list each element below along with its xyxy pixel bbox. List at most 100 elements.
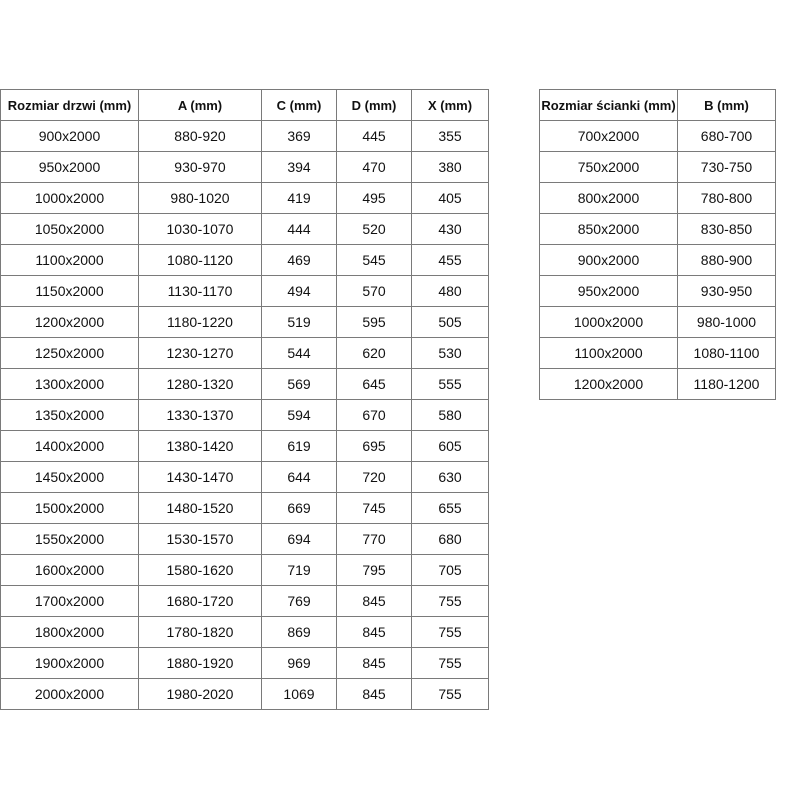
table-cell: 655 — [411, 492, 489, 524]
table-cell: 444 — [261, 213, 337, 245]
table-cell: 1500x2000 — [0, 492, 139, 524]
table-cell: 1000x2000 — [539, 306, 678, 338]
table-cell: 845 — [336, 585, 412, 617]
column-header: A (mm) — [138, 89, 262, 121]
table-cell: 545 — [336, 244, 412, 276]
table-row: 1050x2000 1030-1070 444 520 430 — [0, 213, 489, 245]
table-cell: 530 — [411, 337, 489, 369]
table-cell: 930-950 — [677, 275, 776, 307]
table-row: 1700x2000 1680-1720 769 845 755 — [0, 585, 489, 617]
table-row: 900x2000 880-900 — [539, 244, 776, 276]
table-cell: 694 — [261, 523, 337, 555]
table-cell: 1100x2000 — [539, 337, 678, 369]
table-cell: 1200x2000 — [539, 368, 678, 400]
table-cell: 1230-1270 — [138, 337, 262, 369]
table-cell: 845 — [336, 678, 412, 710]
table-cell: 430 — [411, 213, 489, 245]
table-cell: 755 — [411, 616, 489, 648]
table-cell: 1800x2000 — [0, 616, 139, 648]
table-cell: 1880-1920 — [138, 647, 262, 679]
table-cell: 1530-1570 — [138, 523, 262, 555]
table-cell: 730-750 — [677, 151, 776, 183]
table-cell: 1030-1070 — [138, 213, 262, 245]
table-row: 1250x2000 1230-1270 544 620 530 — [0, 337, 489, 369]
table-cell: 1900x2000 — [0, 647, 139, 679]
table-row: 1200x2000 1180-1220 519 595 505 — [0, 306, 489, 338]
table-cell: 1600x2000 — [0, 554, 139, 586]
table-row: 1200x2000 1180-1200 — [539, 368, 776, 400]
column-header: C (mm) — [261, 89, 337, 121]
door-sizes-table: Rozmiar drzwi (mm) A (mm) C (mm) D (mm) X (m… — [0, 89, 489, 710]
table-row: 750x2000 730-750 — [539, 151, 776, 183]
column-header: Rozmiar ścianki (mm) — [539, 89, 678, 121]
table-row: 1600x2000 1580-1620 719 795 705 — [0, 554, 489, 586]
table-cell: 630 — [411, 461, 489, 493]
table-cell: 445 — [336, 120, 412, 152]
table-cell: 795 — [336, 554, 412, 586]
table-row: 800x2000 780-800 — [539, 182, 776, 214]
table-row: 1300x2000 1280-1320 569 645 555 — [0, 368, 489, 400]
table-cell: 1180-1200 — [677, 368, 776, 400]
table-cell: 720 — [336, 461, 412, 493]
table-cell: 1200x2000 — [0, 306, 139, 338]
table-row: 700x2000 680-700 — [539, 120, 776, 152]
table-cell: 1680-1720 — [138, 585, 262, 617]
table-cell: 1550x2000 — [0, 523, 139, 555]
table-cell: 980-1000 — [677, 306, 776, 338]
table-cell: 1180-1220 — [138, 306, 262, 338]
table-row: 1150x2000 1130-1170 494 570 480 — [0, 275, 489, 307]
table-cell: 469 — [261, 244, 337, 276]
table-cell: 495 — [336, 182, 412, 214]
table-cell: 520 — [336, 213, 412, 245]
table-cell: 755 — [411, 678, 489, 710]
table-cell: 594 — [261, 399, 337, 431]
table-row: 1100x2000 1080-1120 469 545 455 — [0, 244, 489, 276]
table-cell: 1069 — [261, 678, 337, 710]
table-cell: 880-900 — [677, 244, 776, 276]
table-cell: 1350x2000 — [0, 399, 139, 431]
table-cell: 1450x2000 — [0, 461, 139, 493]
table-cell: 1100x2000 — [0, 244, 139, 276]
header-row: Rozmiar ścianki (mm) B (mm) — [539, 89, 776, 121]
table-cell: 494 — [261, 275, 337, 307]
wall-sizes-table: Rozmiar ścianki (mm) B (mm) 700x2000 680-7… — [539, 89, 776, 400]
table-cell: 695 — [336, 430, 412, 462]
column-header: D (mm) — [336, 89, 412, 121]
table-cell: 830-850 — [677, 213, 776, 245]
table-row: 1350x2000 1330-1370 594 670 580 — [0, 399, 489, 431]
table-row: 850x2000 830-850 — [539, 213, 776, 245]
table-cell: 755 — [411, 585, 489, 617]
table-cell: 769 — [261, 585, 337, 617]
table-cell: 355 — [411, 120, 489, 152]
table-cell: 800x2000 — [539, 182, 678, 214]
table-row: 950x2000 930-950 — [539, 275, 776, 307]
table-cell: 900x2000 — [0, 120, 139, 152]
table-cell: 719 — [261, 554, 337, 586]
table-cell: 780-800 — [677, 182, 776, 214]
table-cell: 544 — [261, 337, 337, 369]
table-cell: 1980-2020 — [138, 678, 262, 710]
table-cell: 1580-1620 — [138, 554, 262, 586]
table-cell: 1250x2000 — [0, 337, 139, 369]
table-cell: 950x2000 — [539, 275, 678, 307]
table-cell: 705 — [411, 554, 489, 586]
table-cell: 645 — [336, 368, 412, 400]
table-cell: 670 — [336, 399, 412, 431]
table-cell: 745 — [336, 492, 412, 524]
table-cell: 680 — [411, 523, 489, 555]
table-cell: 755 — [411, 647, 489, 679]
table-cell: 419 — [261, 182, 337, 214]
table-row: 950x2000 930-970 394 470 380 — [0, 151, 489, 183]
table-cell: 380 — [411, 151, 489, 183]
table-row: 2000x2000 1980-2020 1069 845 755 — [0, 678, 489, 710]
table-cell: 1000x2000 — [0, 182, 139, 214]
table-cell: 1780-1820 — [138, 616, 262, 648]
table-row: 1000x2000 980-1000 — [539, 306, 776, 338]
table-cell: 2000x2000 — [0, 678, 139, 710]
table-cell: 1430-1470 — [138, 461, 262, 493]
table-cell: 1480-1520 — [138, 492, 262, 524]
table-cell: 480 — [411, 275, 489, 307]
table-row: 1800x2000 1780-1820 869 845 755 — [0, 616, 489, 648]
column-header: Rozmiar drzwi (mm) — [0, 89, 139, 121]
table-cell: 930-970 — [138, 151, 262, 183]
